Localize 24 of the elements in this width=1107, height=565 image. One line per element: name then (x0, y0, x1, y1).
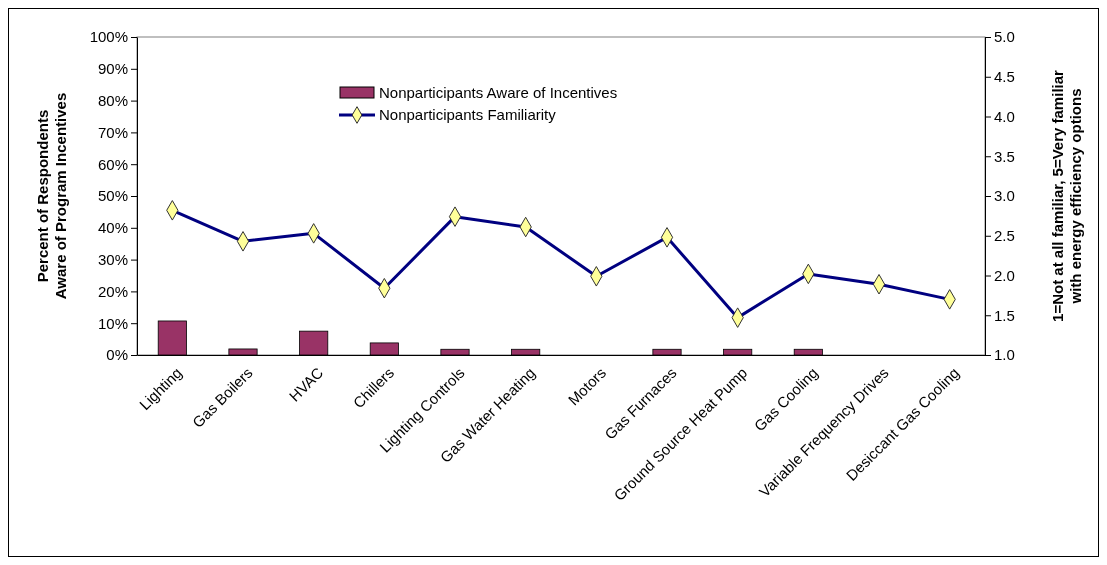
y2-tick-label: 4.5 (994, 68, 1015, 86)
y-tick-label: 100% (89, 28, 128, 46)
y2-tick-label: 2.5 (994, 227, 1015, 245)
y-tick-label: 0% (106, 346, 128, 364)
y2-tick-label: 2.0 (994, 266, 1015, 284)
y2-tick-label: 3.5 (994, 147, 1015, 165)
y2-tick-label: 3.0 (994, 187, 1015, 205)
y-tick-label: 70% (97, 123, 128, 141)
y-tick-label: 40% (97, 219, 128, 237)
legend-label: Nonparticipants Familiarity (379, 106, 557, 123)
y-tick-label: 90% (97, 60, 128, 78)
y-axis-title: Percent of Respondents Aware of Program Incentives (34, 92, 69, 300)
y-tick-label: 60% (97, 155, 128, 173)
y-tick-label: 20% (97, 282, 128, 300)
y2-tick-label: 5.0 (994, 28, 1015, 46)
y2-tick-label: 1.5 (994, 306, 1015, 324)
y2-axis-title: 1=Not at all familiar, 5=Very familiar with energy efficiency options (1049, 69, 1084, 322)
legend-label: Nonparticipants Aware of Incentives (379, 84, 618, 101)
y-tick-label: 80% (97, 91, 128, 109)
y-tick-label: 30% (97, 250, 128, 268)
y2-tick-label: 4.0 (994, 107, 1015, 125)
y-tick-label: 10% (97, 314, 128, 332)
y2-tick-label: 1.0 (994, 346, 1015, 364)
y-tick-label: 50% (97, 187, 128, 205)
